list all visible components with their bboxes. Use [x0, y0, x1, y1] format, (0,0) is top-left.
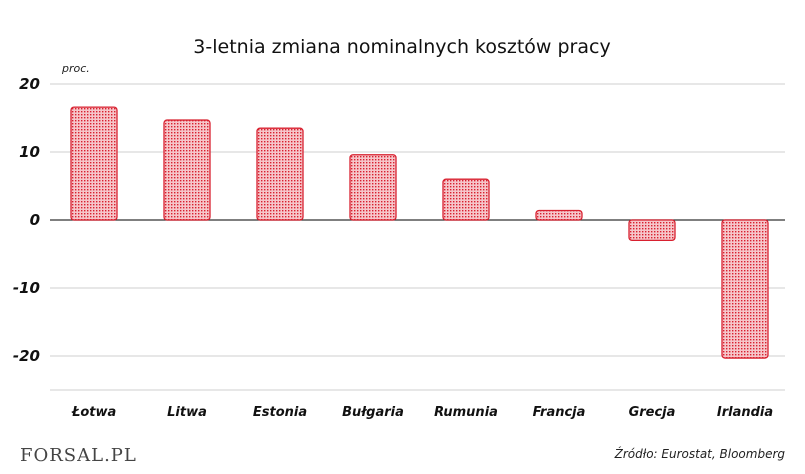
y-axis-ticks: 20 10 0 -10 -20 [13, 75, 40, 365]
x-tick-label: Litwa [167, 405, 207, 420]
bar-7 [721, 219, 769, 359]
bar-1 [163, 119, 211, 221]
x-tick-label: Irlandia [717, 405, 773, 420]
x-tick-label: Francja [533, 405, 586, 420]
x-tick-label: Łotwa [71, 405, 117, 420]
y-axis-unit-label: proc. [61, 62, 90, 75]
source-note: Źródło: Eurostat, Bloomberg [614, 446, 786, 461]
y-tick-label: 0 [30, 211, 40, 229]
bar-6 [628, 219, 676, 242]
logo-text: FORSAL.PL [20, 445, 137, 466]
y-tick-label: -20 [13, 347, 40, 365]
bar-0 [70, 106, 118, 221]
bar-2 [256, 127, 304, 221]
x-tick-label: Estonia [253, 405, 307, 420]
y-tick-label: -10 [13, 279, 40, 297]
y-tick-label: 10 [19, 143, 40, 161]
bars [70, 106, 769, 359]
forsal-logo: FORSAL.PL [20, 445, 137, 466]
x-tick-label: Bułgaria [342, 405, 404, 420]
chart-title: 3-letnia zmiana nominalnych kosztów prac… [193, 36, 610, 58]
x-tick-label: Grecja [629, 405, 676, 420]
bar-3 [349, 154, 397, 221]
x-tick-label: Rumunia [434, 405, 498, 420]
x-axis-ticks: Łotwa Litwa Estonia Bułgaria Rumunia Francja G… [71, 405, 773, 420]
bar-5 [535, 209, 583, 221]
bar-4 [442, 178, 490, 221]
y-tick-label: 20 [19, 75, 40, 93]
